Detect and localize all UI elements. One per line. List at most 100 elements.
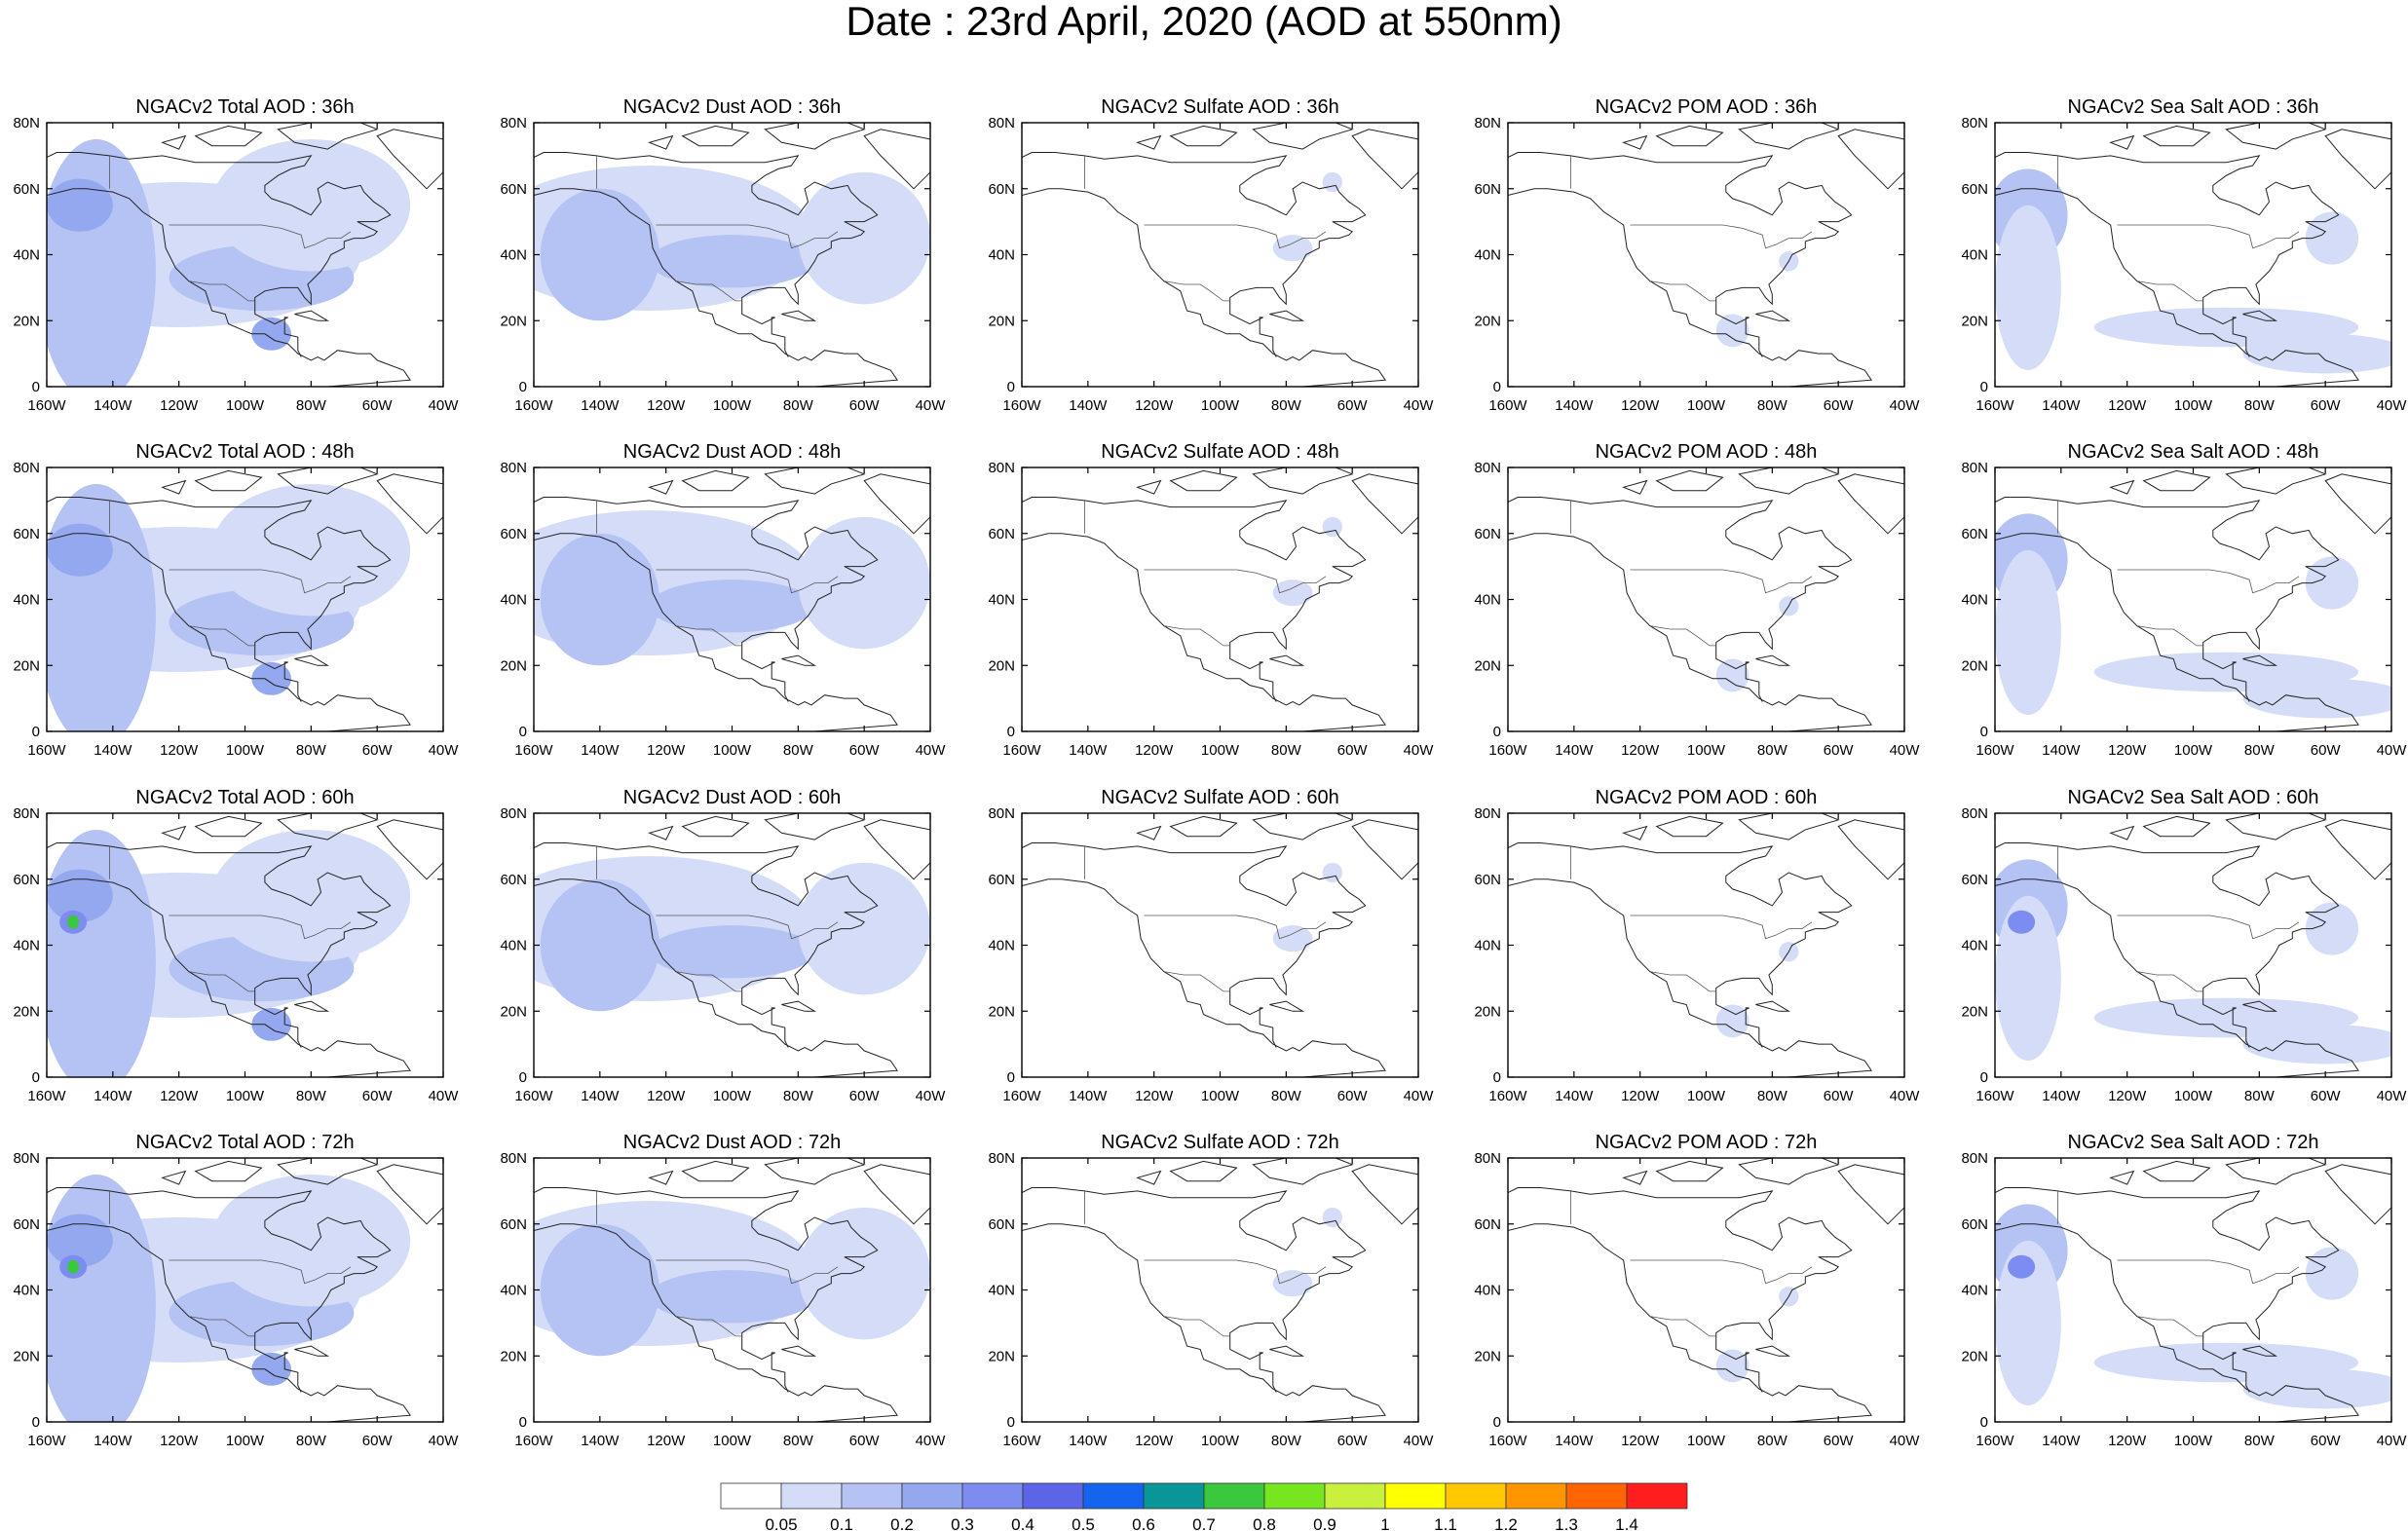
x-tick-label: 40W (916, 1088, 947, 1104)
aod-plume (47, 178, 113, 232)
x-tick-label: 40W (1890, 397, 1921, 414)
y-tick-label: 60N (1961, 526, 1988, 542)
coastline (534, 533, 898, 731)
coastline (376, 473, 443, 535)
x-tick-label: 80W (783, 742, 814, 759)
map-panel: NGACv2 Total AOD : 48h 160W 140W 120W 100W 80… (13, 441, 459, 759)
coastline (1022, 878, 1386, 1077)
national-border (188, 280, 255, 302)
x-tick-label: 60W (362, 742, 394, 759)
y-tick-label: 20N (13, 657, 40, 674)
x-tick-label: 100W (1201, 742, 1240, 759)
y-tick-label: 60N (13, 1216, 40, 1233)
coastline (681, 1160, 750, 1182)
coastline (534, 188, 898, 387)
x-tick-label: 80W (1271, 397, 1302, 414)
coastline (648, 1170, 674, 1185)
national-border (1144, 915, 1327, 940)
x-tick-label: 40W (2377, 742, 2408, 759)
x-tick-label: 60W (849, 1088, 881, 1104)
national-border (1649, 625, 1716, 647)
coastline (1738, 813, 1840, 840)
coastline (648, 134, 674, 150)
y-tick-label: 40N (13, 938, 40, 954)
coastline (534, 842, 879, 1048)
national-border (656, 224, 839, 249)
y-tick-label: 0 (519, 1069, 527, 1086)
national-border (2136, 1316, 2203, 1337)
aod-plume (2242, 678, 2391, 719)
coastline (534, 878, 898, 1077)
coastline (1995, 1187, 2340, 1393)
map-panel: NGACv2 Sea Salt AOD : 48h 160W 140W 120W 100… (1961, 441, 2407, 759)
aod-plume (2305, 902, 2359, 955)
coastline (1508, 497, 1853, 702)
coastline (1508, 152, 1853, 357)
x-tick-label: 140W (94, 1433, 132, 1449)
y-tick-label: 40N (500, 592, 527, 609)
national-border (2117, 569, 2300, 594)
coastline (1169, 469, 1238, 492)
x-tick-label: 100W (713, 1088, 752, 1104)
x-tick-label: 140W (2042, 1433, 2081, 1449)
y-tick-label: 20N (988, 313, 1015, 329)
y-tick-label: 80N (1961, 1150, 1988, 1167)
y-tick-label: 80N (988, 1150, 1015, 1167)
coastline (294, 1000, 330, 1012)
coastline (2225, 123, 2327, 150)
x-tick-label: 100W (1201, 1088, 1240, 1104)
x-tick-label: 120W (160, 397, 199, 414)
aod-plume (1272, 579, 1313, 607)
x-tick-label: 140W (1555, 1088, 1594, 1104)
x-tick-label: 140W (94, 397, 132, 414)
coastline (1508, 1187, 1853, 1393)
national-border (1144, 1259, 1327, 1285)
coastline (1508, 842, 1853, 1048)
y-tick-label: 0 (1007, 1414, 1015, 1431)
x-tick-label: 80W (2244, 1433, 2276, 1449)
aod-hotspot (2008, 910, 2036, 934)
aod-plume (649, 925, 815, 979)
x-tick-label: 100W (713, 742, 752, 759)
y-tick-label: 40N (1474, 1283, 1501, 1299)
coastline (2142, 815, 2211, 838)
coastline (681, 125, 750, 147)
y-tick-label: 0 (1493, 1069, 1501, 1086)
national-border (656, 569, 839, 594)
coastline (1995, 533, 2359, 731)
x-tick-label: 40W (916, 742, 947, 759)
coastline (2324, 129, 2391, 190)
national-border (675, 1316, 742, 1337)
coastline (1351, 129, 1418, 190)
x-tick-label: 60W (849, 397, 881, 414)
panel-title: NGACv2 Dust AOD : 48h (623, 441, 841, 463)
coastline (2225, 813, 2327, 840)
x-tick-label: 160W (1975, 1088, 2014, 1104)
aod-plume (1322, 171, 1342, 193)
x-tick-label: 100W (2174, 1433, 2213, 1449)
panel-title: NGACv2 Sea Salt AOD : 36h (2068, 96, 2319, 118)
coastline (1655, 125, 1724, 147)
aod-plume (1995, 1240, 2061, 1406)
national-border (1649, 1316, 1716, 1337)
coastline (1351, 819, 1418, 880)
y-tick-label: 0 (1980, 379, 1988, 395)
coastline (2324, 1164, 2391, 1225)
x-tick-label: 80W (1757, 1433, 1788, 1449)
panel-title: NGACv2 POM AOD : 60h (1596, 787, 1818, 808)
coastline (1837, 819, 1904, 880)
coastline (764, 813, 866, 840)
x-tick-label: 100W (1687, 742, 1726, 759)
national-border (1144, 224, 1327, 249)
x-tick-label: 120W (2108, 397, 2147, 414)
coastline (1755, 310, 1791, 321)
colorbar-swatch (1203, 1482, 1265, 1510)
coastline (1995, 842, 2340, 1048)
y-tick-label: 20N (988, 1348, 1015, 1364)
coastline (764, 467, 866, 495)
coastline (1136, 134, 1162, 150)
x-tick-label: 160W (1488, 1433, 1527, 1449)
x-tick-label: 60W (362, 397, 394, 414)
aod-plume (211, 829, 411, 962)
y-tick-label: 40N (1961, 592, 1988, 609)
